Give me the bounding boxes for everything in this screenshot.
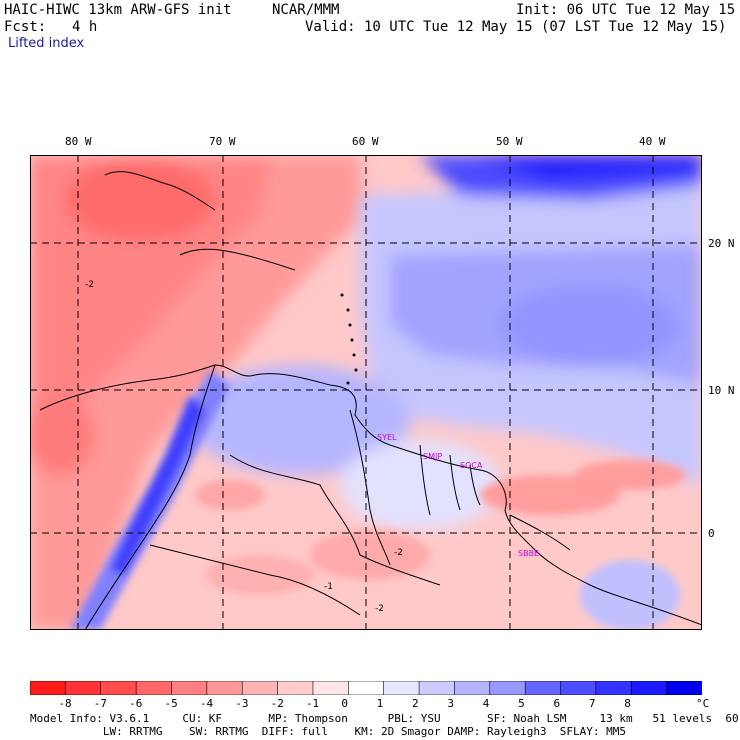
map-frame	[30, 155, 702, 630]
colorbar-tick-label: 6	[553, 697, 561, 710]
lon-label: 40 W	[639, 135, 666, 148]
colorbar-tick-label: -5	[164, 697, 178, 710]
contour-label: -2	[394, 548, 403, 558]
colorbar-swatch	[560, 681, 597, 695]
colorbar-tick-label: 7	[588, 697, 596, 710]
colorbar-tick-label: -2	[270, 697, 284, 710]
model-title: HAIC-HIWC 13km ARW-GFS init	[4, 2, 232, 18]
colorbar-tick-label: 3	[447, 697, 455, 710]
lat-label: 20 N	[708, 237, 735, 250]
colorbar-swatch	[489, 681, 526, 695]
lat-label: 0	[708, 527, 715, 540]
forecast-label: Fcst:	[4, 19, 47, 35]
forecast-hour: 4 h	[72, 19, 98, 35]
colorbar-swatch	[630, 681, 668, 695]
colorbar-tick-label: -6	[129, 697, 143, 710]
colorbar-swatch	[348, 681, 385, 695]
colorbar-swatch	[206, 681, 244, 695]
colorbar-swatch	[383, 681, 420, 695]
colorbar-swatch	[524, 681, 562, 695]
colorbar-swatch	[171, 681, 208, 695]
colorbar-swatch	[65, 681, 102, 695]
colorbar-tick-label: -4	[199, 697, 214, 710]
model-info-line1: Model Info: V3.6.1 CU: KF MP: Thompson P…	[30, 712, 740, 725]
island-markers	[340, 293, 358, 385]
valid-time: Valid: 10 UTC Tue 12 May 15 (07 LST Tue …	[305, 19, 727, 35]
contour-label: -2	[375, 604, 384, 614]
colorbar-tick-label: 8	[624, 697, 631, 710]
shaded-field	[30, 155, 702, 630]
colorbar-swatch	[277, 681, 314, 695]
station-label: SOCA	[460, 461, 483, 470]
coastlines	[39, 171, 702, 630]
colorbar-tick-label: -3	[235, 697, 249, 710]
colorbar-tick-label: 2	[412, 697, 419, 710]
field-name: Lifted index	[8, 36, 85, 51]
lon-label: 70 W	[209, 135, 236, 148]
contour-label: -2	[85, 280, 94, 290]
colorbar-swatch	[418, 681, 456, 695]
contour-label: -1	[324, 582, 333, 592]
colorbar-tick-label: -1	[305, 697, 320, 710]
colorbar-swatch	[30, 681, 67, 695]
colorbar-tick-label: 1	[376, 697, 384, 710]
lifted-index-map: SYEL SMJP SOCA SBBE -2 -2 -2 -1	[30, 155, 702, 630]
graticule	[30, 155, 702, 630]
colorbar-swatch	[135, 681, 173, 695]
colorbar-swatch	[595, 681, 633, 695]
colorbar-tick-label: -8	[58, 697, 72, 710]
colorbar-swatch	[100, 681, 137, 695]
station-label: SBBE	[518, 549, 539, 558]
lon-label: 80 W	[65, 135, 92, 148]
lat-label: 10 N	[708, 384, 735, 397]
init-time: Init: 06 UTC Tue 12 May 15	[516, 2, 736, 18]
colorbar-swatch	[666, 681, 702, 695]
station-label: SYEL	[377, 433, 397, 442]
colorbar-tick-label: -7	[93, 697, 107, 710]
colorbar-unit: °C	[696, 697, 710, 710]
org-label: NCAR/MMM	[272, 2, 340, 18]
colorbar-tick-label: 5	[518, 697, 525, 710]
model-info-line2: LW: RRTMG SW: RRTMG DIFF: full KM: 2D Sm…	[30, 725, 627, 738]
colorbar-tick-label: 4	[482, 697, 490, 710]
lon-label: 60 W	[352, 135, 379, 148]
colorbar-tick-label: 0	[341, 697, 348, 710]
colorbar-swatch	[454, 681, 491, 695]
lon-label: 50 W	[496, 135, 523, 148]
colorbar-swatch	[241, 681, 279, 695]
colorbar	[30, 681, 702, 695]
station-label: SMJP	[423, 452, 442, 461]
colorbar-swatch	[312, 681, 350, 695]
